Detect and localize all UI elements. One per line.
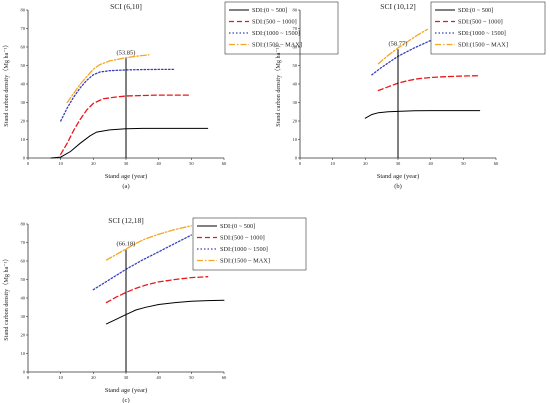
legend-label-4: SDI:(1500 ~ MAX] (252, 42, 302, 49)
y-tick-label: 30 (21, 314, 26, 319)
y-tick-label: 50 (21, 63, 26, 68)
legend-label-3: SDI:(1000 ~ 1500] (458, 30, 506, 37)
y-tick-label: 30 (293, 100, 298, 105)
x-axis-title: Stand age (year) (105, 173, 148, 180)
x-tick-label: 50 (189, 375, 194, 380)
y-tick-label: 60 (293, 45, 298, 50)
x-axis-title: Stand age (year) (105, 387, 148, 394)
legend-label-3: SDI:(1000 ~ 1500] (252, 30, 300, 37)
y-tick-label: 80 (293, 8, 298, 13)
series-line-2 (377, 75, 481, 92)
y-tick-label: 80 (21, 8, 26, 13)
legend-label-1: SDI:(0 ~ 500] (252, 7, 287, 14)
x-tick-label: 10 (330, 161, 335, 166)
y-tick-label: 20 (21, 333, 26, 338)
x-tick-label: 20 (363, 161, 368, 166)
y-tick-label: 80 (21, 222, 26, 227)
x-tick-label: 0 (27, 161, 30, 166)
y-axis-title: Stand carbon density（Mg ha⁻¹） (275, 41, 282, 126)
series-line-3 (371, 22, 481, 76)
y-tick-label: 60 (21, 45, 26, 50)
legend: SDI:(0 ~ 500] SDI:(500 ~ 1000] SDI:(1000 ~… (224, 1, 339, 55)
chart-panel-1: SCI (6,10] 0 10 20 30 40 50 60 0 10 20 30 40 50 60 70 80… (3, 1, 339, 190)
series-line-4 (105, 225, 192, 261)
x-tick-label: 60 (222, 375, 227, 380)
chart-title: SCI (10,12] (380, 2, 415, 11)
y-tick-label: 0 (23, 370, 26, 375)
legend-label-1: SDI:(0 ~ 500] (220, 223, 255, 230)
x-tick-label: 0 (27, 375, 30, 380)
y-tick-label: 50 (21, 277, 26, 282)
y-axis-title: Stand carbon density（Mg ha⁻¹） (3, 41, 10, 126)
x-tick-label: 10 (58, 161, 63, 166)
x-tick-label: 30 (124, 375, 129, 380)
panel-label: (b) (394, 183, 402, 190)
legend-label-2: SDI:(500 ~ 1000] (252, 19, 297, 26)
x-tick-label: 60 (494, 161, 499, 166)
series-line-2 (105, 276, 209, 304)
y-tick-label: 10 (21, 137, 26, 142)
series-line-2 (60, 94, 192, 155)
annotation-value: (66.18) (117, 241, 136, 248)
x-tick-label: 20 (91, 375, 96, 380)
chart-panel-3: SCI (12,18] 0 10 20 30 40 50 60 0 10 20 30 40 50 60 70 8… (3, 216, 307, 403)
y-tick-label: 50 (293, 63, 298, 68)
y-axis-title: Stand carbon density（Mg ha⁻¹） (3, 255, 10, 340)
series-line-1 (105, 299, 225, 325)
legend-label-4: SDI:(1500 ~ MAX] (458, 42, 508, 49)
y-tick-label: 60 (21, 259, 26, 264)
x-tick-label: 20 (91, 161, 96, 166)
series-line-4 (66, 54, 150, 104)
y-tick-label: 10 (293, 137, 298, 142)
x-tick-label: 30 (396, 161, 401, 166)
chart-title: SCI (6,10] (110, 2, 142, 11)
x-tick-label: 50 (189, 161, 194, 166)
x-tick-label: 50 (461, 161, 466, 166)
series-line-1 (50, 127, 209, 159)
chart-title: SCI (12,18] (108, 216, 143, 225)
y-tick-label: 20 (21, 119, 26, 124)
x-tick-label: 0 (299, 161, 302, 166)
y-tick-label: 40 (21, 296, 26, 301)
y-tick-label: 10 (21, 351, 26, 356)
legend-label-1: SDI:(0 ~ 500] (458, 7, 493, 14)
y-tick-label: 70 (21, 240, 26, 245)
series-line-4 (377, 28, 429, 65)
y-tick-label: 20 (293, 119, 298, 124)
y-tick-label: 70 (293, 26, 298, 31)
y-tick-label: 40 (293, 82, 298, 87)
legend-label-2: SDI:(500 ~ 1000] (220, 235, 265, 242)
x-axis-title: Stand age (year) (377, 173, 420, 180)
y-tick-label: 70 (21, 26, 26, 31)
legend: SDI:(0 ~ 500] SDI:(500 ~ 1000] SDI:(1000 ~… (430, 1, 546, 55)
y-tick-label: 40 (21, 82, 26, 87)
legend: SDI:(0 ~ 500] SDI:(500 ~ 1000] SDI:(1000 ~… (192, 217, 307, 271)
y-tick-label: 0 (23, 156, 26, 161)
panel-label: (c) (122, 397, 129, 403)
legend-box (430, 1, 546, 55)
series-line-1 (364, 110, 481, 119)
x-tick-label: 40 (428, 161, 433, 166)
chart-panel-2: SCI (10,12] 0 10 20 30 40 50 60 0 10 20 30 40 50 60 70 8… (275, 1, 546, 190)
y-tick-label: 0 (295, 156, 298, 161)
x-tick-label: 40 (156, 161, 161, 166)
x-tick-label: 10 (58, 375, 63, 380)
legend-box (192, 217, 307, 271)
x-tick-label: 40 (156, 375, 161, 380)
series-line-3 (60, 68, 176, 122)
legend-label-4: SDI:(1500 ~ MAX] (220, 258, 270, 265)
annotation-value: (53.85) (117, 49, 136, 56)
series-line-3 (92, 234, 192, 291)
legend-label-2: SDI:(500 ~ 1000] (458, 19, 503, 26)
y-tick-label: 30 (21, 100, 26, 105)
annotation-value: (58.77) (389, 40, 408, 47)
legend-box (224, 1, 339, 55)
panel-label: (a) (122, 183, 129, 190)
x-tick-label: 60 (222, 161, 227, 166)
legend-label-3: SDI:(1000 ~ 1500] (220, 246, 268, 253)
x-tick-label: 30 (124, 161, 129, 166)
